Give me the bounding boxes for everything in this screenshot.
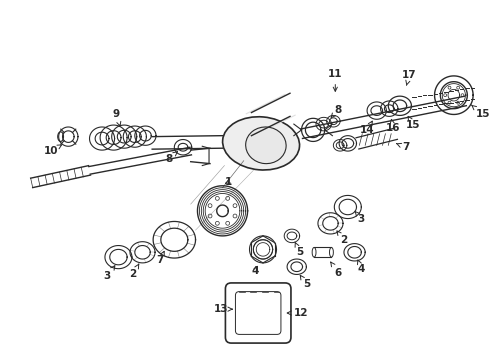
Text: 12: 12 xyxy=(287,308,309,318)
Text: 2: 2 xyxy=(337,231,347,245)
Text: 4: 4 xyxy=(251,266,259,276)
Text: 3: 3 xyxy=(103,266,115,282)
Text: 16: 16 xyxy=(386,120,400,133)
Text: 6: 6 xyxy=(331,262,342,278)
Text: 5: 5 xyxy=(295,242,303,257)
Text: 2: 2 xyxy=(129,264,139,279)
Text: 14: 14 xyxy=(360,121,374,135)
Text: 9: 9 xyxy=(113,109,121,126)
Text: 15: 15 xyxy=(471,105,490,120)
Text: 8: 8 xyxy=(331,105,342,117)
Text: 3: 3 xyxy=(355,211,365,224)
Text: 15: 15 xyxy=(406,116,420,130)
Ellipse shape xyxy=(245,127,286,164)
Text: 10: 10 xyxy=(44,145,62,156)
Text: 5: 5 xyxy=(300,275,310,289)
Text: 11: 11 xyxy=(328,69,343,91)
Ellipse shape xyxy=(222,117,299,170)
Text: 13: 13 xyxy=(214,304,232,314)
Text: 7: 7 xyxy=(156,251,164,265)
Text: 17: 17 xyxy=(402,70,417,85)
Text: 7: 7 xyxy=(396,142,409,152)
Text: 8: 8 xyxy=(165,152,177,164)
Text: 1: 1 xyxy=(225,177,232,187)
Text: 4: 4 xyxy=(358,260,365,274)
